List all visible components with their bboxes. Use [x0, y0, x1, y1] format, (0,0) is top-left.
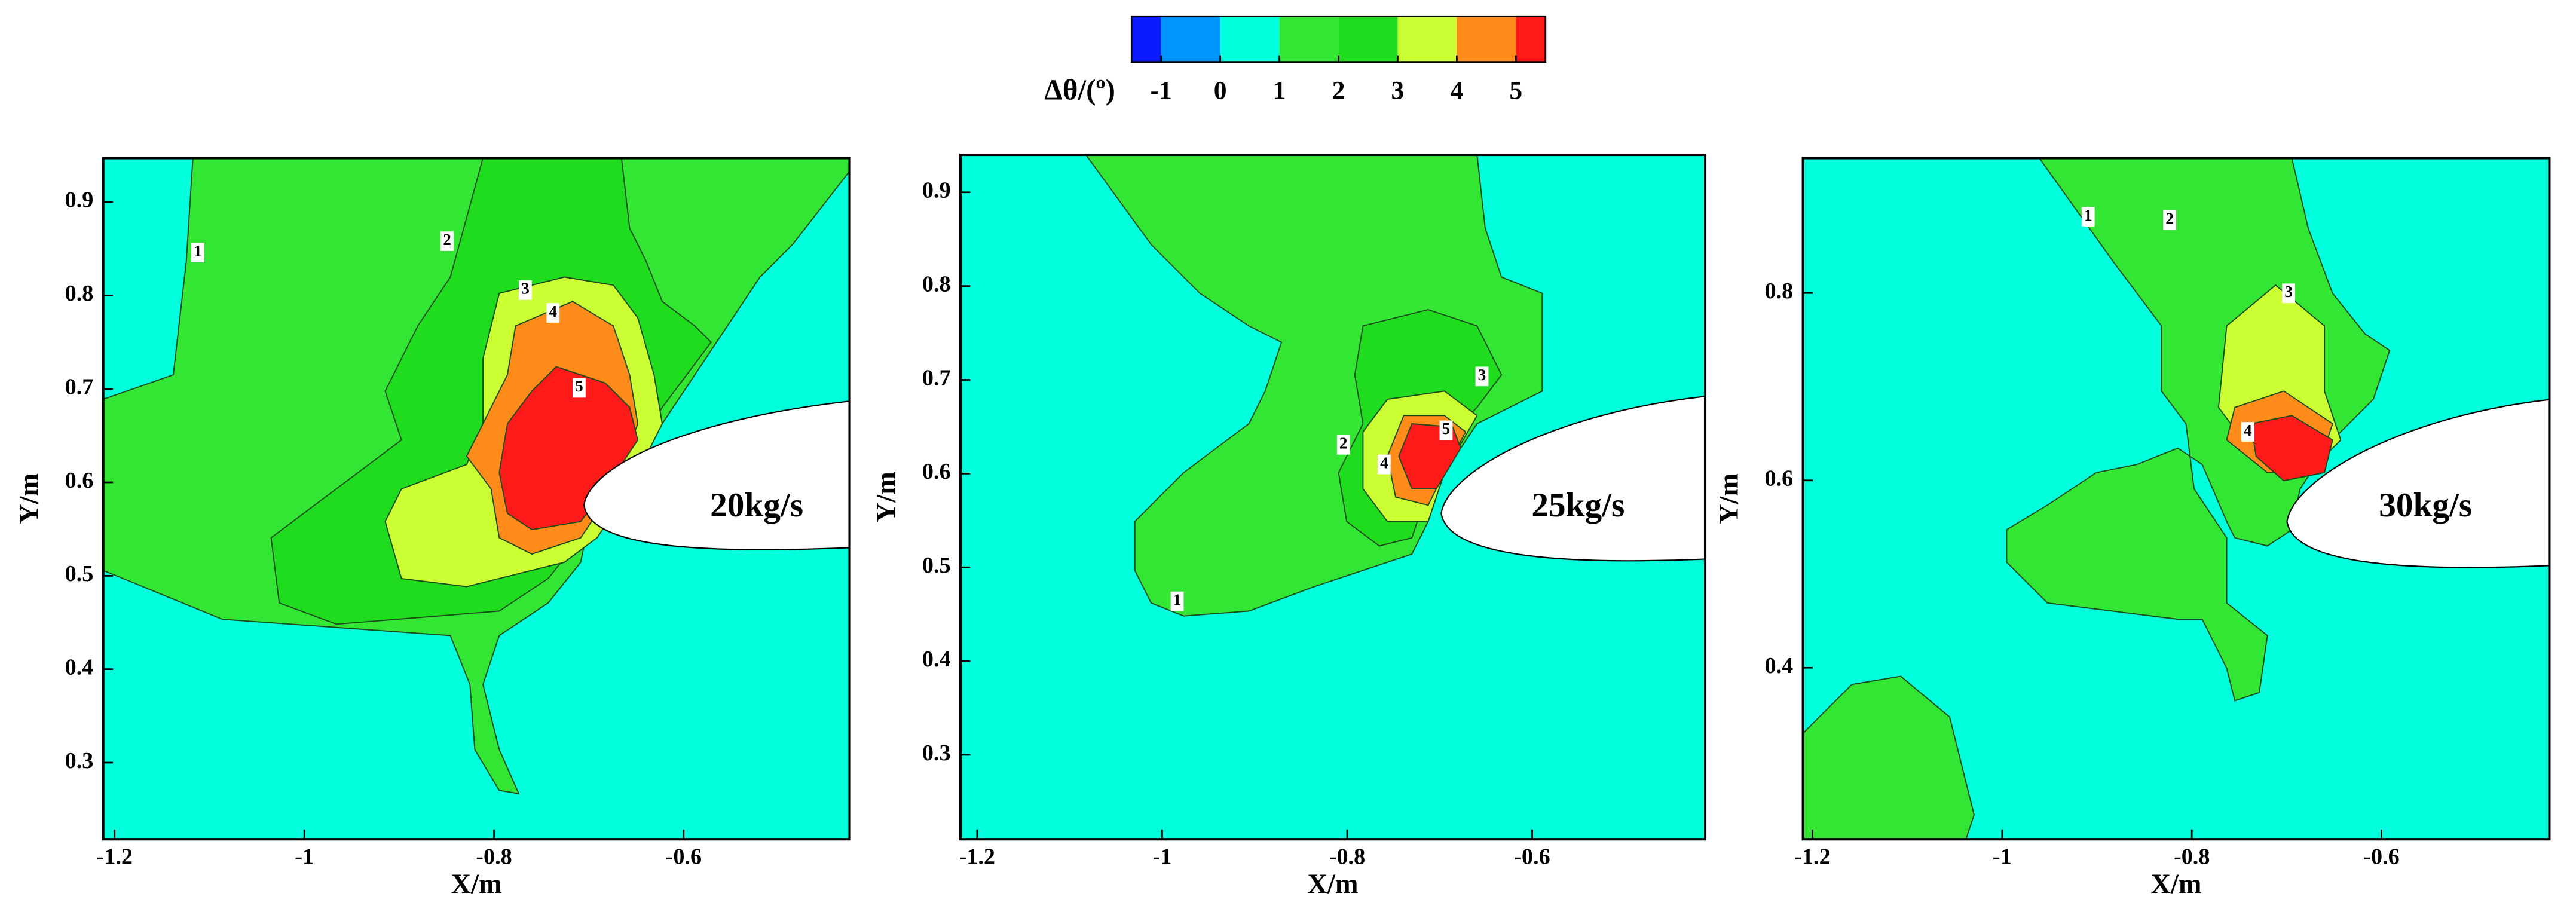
x-tick-label: -0.6	[2363, 845, 2399, 870]
x-tick-label: -0.6	[666, 845, 702, 870]
contour-label-box	[1475, 366, 1489, 387]
y-tick-label: 0.5	[65, 561, 94, 586]
plot-frame	[102, 157, 851, 841]
contour-label-box	[2163, 210, 2177, 230]
contour-label: 3	[521, 280, 530, 298]
y-axis-label: Y/m	[871, 472, 902, 522]
contour-label: 4	[549, 302, 557, 320]
y-tick-label: 0.3	[922, 741, 951, 766]
colorbar-tick-label: 0	[1214, 76, 1227, 105]
contour-label-box	[1336, 435, 1350, 455]
colorbar-tick-label: 3	[1391, 76, 1405, 105]
annotation: 20kg/s	[710, 487, 803, 524]
y-tick-label: 0.4	[922, 647, 951, 672]
x-tick-label: -1.2	[1794, 845, 1830, 870]
plot-area	[960, 155, 1706, 840]
y-axis-label: Y/m	[14, 473, 44, 524]
x-tick-label: -1	[1993, 845, 2012, 870]
colorbar-segment	[1338, 16, 1398, 62]
contour-label: 4	[2244, 421, 2252, 439]
plot-area	[103, 158, 850, 840]
plot-frame	[1801, 157, 2551, 841]
contour-label: 3	[1478, 366, 1486, 384]
x-tick-label: -0.8	[2174, 845, 2210, 870]
contour-region	[1803, 675, 1975, 840]
contour-label: 5	[1442, 420, 1451, 437]
colorbar-label: Δθ/(º)	[1044, 74, 1115, 106]
airfoil	[2286, 399, 2550, 568]
contour-label-box	[2282, 283, 2296, 304]
x-tick-label: -0.8	[1329, 845, 1365, 870]
y-tick-label: 0.7	[922, 365, 951, 390]
colorbar-tick-label: 5	[1509, 76, 1522, 105]
colorbar-tick-label: 4	[1450, 76, 1463, 105]
x-tick-label: -1.2	[959, 845, 995, 870]
x-tick-label: -0.8	[476, 845, 512, 870]
x-axis-label: X/m	[2151, 869, 2202, 899]
contour-region	[2250, 415, 2333, 482]
colorbar-tick-label: 1	[1273, 76, 1286, 105]
x-tick-label: -1	[295, 845, 314, 870]
y-tick-label: 0.8	[1765, 279, 1794, 304]
contour-label-box	[573, 378, 586, 398]
contour-label-box	[2241, 422, 2254, 442]
contour-label: 1	[1173, 590, 1182, 608]
colorbar-segment	[1457, 16, 1516, 62]
contour-label: 2	[2165, 209, 2174, 227]
x-axis-label: X/m	[1308, 869, 1359, 899]
y-tick-label: 0.7	[65, 374, 94, 399]
contour-label-box	[546, 303, 560, 323]
y-axis-label: Y/m	[1714, 473, 1744, 524]
colorbar-segment	[1220, 16, 1280, 62]
contour-label-box	[440, 231, 454, 251]
x-tick-label: -1.2	[97, 845, 133, 870]
contour-label-box	[1439, 420, 1453, 440]
contour-label-box	[1377, 454, 1391, 475]
plot-area	[1803, 158, 2550, 840]
y-tick-label: 0.9	[65, 188, 94, 213]
y-tick-label: 0.8	[65, 281, 94, 306]
y-tick-label: 0.6	[1765, 466, 1794, 491]
colorbar-segment	[1161, 16, 1220, 62]
y-tick-label: 0.4	[1765, 653, 1794, 678]
y-tick-label: 0.6	[65, 468, 94, 493]
contour-label-box	[2081, 207, 2095, 227]
plot-frame	[959, 153, 1707, 841]
contour-label: 2	[1339, 435, 1348, 452]
y-tick-label: 0.6	[922, 459, 951, 484]
y-tick-label: 0.5	[922, 553, 951, 578]
colorbar-segment	[1516, 16, 1546, 62]
contour-label: 1	[194, 242, 202, 260]
colorbar-tick-label: 2	[1332, 76, 1345, 105]
contour-label: 3	[2284, 283, 2293, 301]
annotation: 30kg/s	[2379, 487, 2472, 524]
contour-label: 5	[575, 377, 583, 395]
colorbar-segment	[1397, 16, 1457, 62]
colorbar-segment	[1131, 16, 1161, 62]
airfoil	[583, 400, 850, 550]
colorbar-tick-label: -1	[1151, 76, 1172, 105]
contour-label: 2	[443, 231, 451, 249]
contour-label-box	[519, 280, 532, 300]
contour-label-box	[191, 243, 204, 262]
contour-label: 1	[2084, 206, 2092, 224]
x-axis-label: X/m	[451, 869, 502, 899]
y-tick-label: 0.9	[922, 178, 951, 203]
x-tick-label: -1	[1152, 845, 1171, 870]
annotation: 25kg/s	[1531, 487, 1624, 524]
contour-label-box	[1170, 591, 1184, 611]
airfoil	[1440, 396, 1706, 562]
y-tick-label: 0.4	[65, 654, 94, 680]
y-tick-label: 0.3	[65, 748, 94, 773]
colorbar-segment	[1279, 16, 1339, 62]
y-tick-label: 0.8	[922, 271, 951, 296]
contour-label: 4	[1380, 454, 1388, 472]
x-tick-label: -0.6	[1514, 845, 1550, 870]
